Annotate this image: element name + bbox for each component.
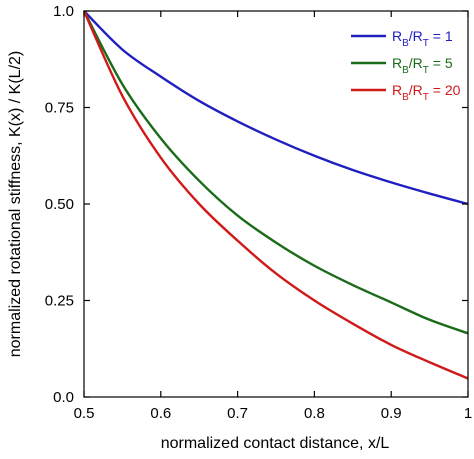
y-tick-label: 1.0 xyxy=(53,3,74,20)
x-tick-label: 1 xyxy=(464,405,472,422)
y-tick-label: 0.25 xyxy=(45,293,74,310)
y-tick-label: 0.75 xyxy=(45,100,74,117)
x-tick-label: 0.5 xyxy=(74,405,95,422)
y-axis-label: normalized rotational stiffness, K(x) / … xyxy=(7,51,24,358)
y-axis-label-group: normalized rotational stiffness, K(x) / … xyxy=(7,51,24,358)
tick-labels: 0.5 0.6 0.7 0.8 0.9 1 0.0 0.25 0.50 0.75 1.0 xyxy=(45,3,472,422)
series-lines xyxy=(82,10,469,380)
legend-label-3: RB/RT = 20 xyxy=(392,82,461,103)
series-line-3 xyxy=(82,10,469,380)
x-tick-label: 0.6 xyxy=(150,405,171,422)
legend-label-1: RB/RT = 1 xyxy=(392,28,453,49)
x-tick-label: 0.8 xyxy=(304,405,325,422)
y-tick-label: 0.50 xyxy=(45,196,74,213)
axis-ticks xyxy=(83,10,469,398)
series-line-1 xyxy=(83,10,469,206)
series-line-2 xyxy=(82,10,469,335)
x-axis-label: normalized contact distance, x/L xyxy=(161,435,390,452)
legend-label-2: RB/RT = 5 xyxy=(392,55,453,76)
legend: RB/RT = 1 RB/RT = 5 RB/RT = 20 xyxy=(351,28,461,103)
x-axis-label-group: normalized contact distance, x/L xyxy=(161,435,390,452)
x-tick-label: 0.7 xyxy=(227,405,248,422)
y-tick-label: 0.0 xyxy=(53,389,74,406)
x-tick-label: 0.9 xyxy=(381,405,402,422)
